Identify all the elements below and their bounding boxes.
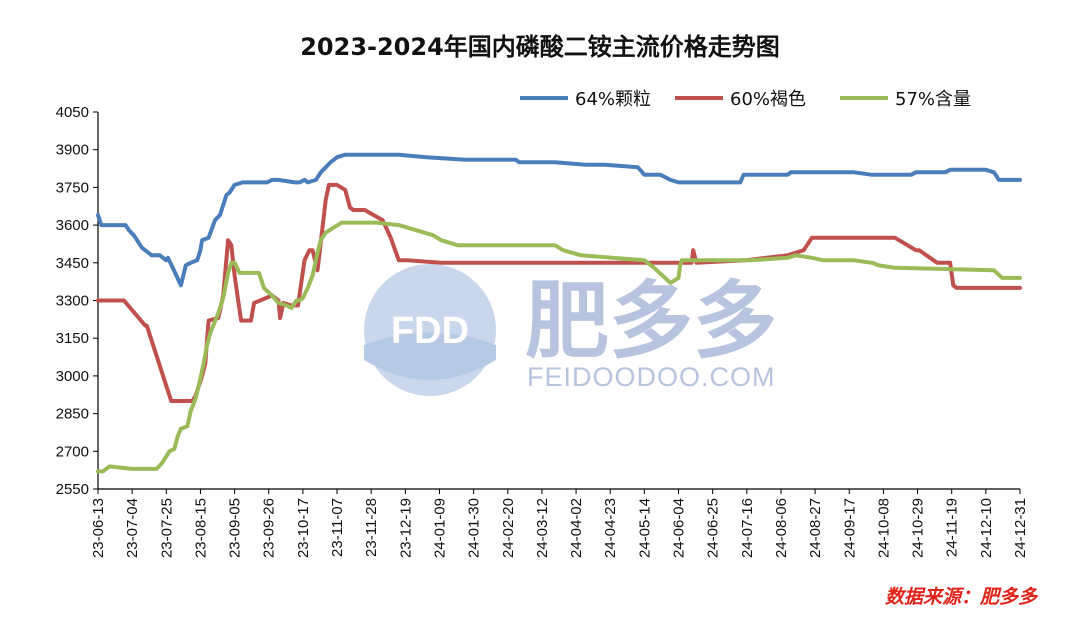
series-line-3 bbox=[96, 220, 1022, 474]
y-tick-label: 3600 bbox=[56, 217, 89, 234]
y-tick-label: 3750 bbox=[56, 179, 89, 196]
x-tick-label: 24-02-20 bbox=[500, 498, 517, 558]
y-tick-label: 3000 bbox=[56, 368, 89, 385]
x-tick-label: 24-08-06 bbox=[773, 498, 790, 558]
watermark-url: FEIDOODOO.COM bbox=[527, 362, 776, 392]
legend: 64%颗粒 60%褐色 57%含量 bbox=[520, 89, 971, 110]
x-tick-label: 23-09-05 bbox=[227, 498, 244, 558]
y-tick-label: 3450 bbox=[56, 255, 89, 272]
x-tick-label: 23-07-25 bbox=[158, 498, 175, 558]
y-tick-label: 2700 bbox=[56, 443, 89, 460]
y-tick-label: 3300 bbox=[56, 293, 89, 310]
x-tick-label: 24-09-17 bbox=[841, 498, 858, 558]
series-layer bbox=[96, 152, 1022, 474]
y-axis: 2550 2700 2850 3000 3150 3300 3450 3600 3750 3900… bbox=[56, 104, 98, 498]
x-tick-label: 24-04-02 bbox=[568, 498, 585, 558]
x-tick-label: 23-09-26 bbox=[261, 498, 278, 558]
y-tick-label: 3150 bbox=[56, 330, 89, 347]
x-tick-label: 23-12-19 bbox=[397, 498, 414, 558]
x-tick-label: 24-06-25 bbox=[705, 498, 722, 558]
x-tick-label: 23-10-17 bbox=[295, 498, 312, 558]
legend-label-3: 57%含量 bbox=[895, 89, 971, 110]
y-tick-label: 4050 bbox=[56, 104, 89, 121]
data-source: 数据来源：肥多多 bbox=[885, 586, 1039, 608]
x-tick-label: 24-12-10 bbox=[978, 498, 995, 558]
x-axis: 23-06-13 23-07-04 23-07-25 23-08-15 23-09-05… bbox=[90, 489, 1029, 558]
watermark-logo-text: FDD bbox=[391, 310, 469, 352]
chart-title: 2023-2024年国内磷酸二铵主流价格走势图 bbox=[300, 33, 780, 61]
x-tick-label: 24-11-19 bbox=[944, 498, 961, 557]
x-tick-label: 24-04-23 bbox=[602, 498, 619, 558]
x-tick-label: 24-12-31 bbox=[1012, 498, 1029, 558]
x-tick-label: 23-08-15 bbox=[192, 498, 209, 558]
x-tick-label: 24-03-12 bbox=[534, 498, 551, 558]
x-tick-label: 24-06-04 bbox=[671, 498, 688, 558]
x-tick-label: 24-01-30 bbox=[466, 498, 483, 558]
x-tick-label: 23-11-28 bbox=[363, 498, 380, 557]
y-tick-label: 2550 bbox=[56, 481, 89, 498]
x-tick-label: 24-10-08 bbox=[875, 498, 892, 558]
watermark-brand: 肥多多 bbox=[525, 272, 777, 370]
legend-label-1: 64%颗粒 bbox=[575, 89, 651, 110]
x-tick-label: 24-08-27 bbox=[807, 498, 824, 558]
y-tick-label: 3900 bbox=[56, 142, 89, 159]
legend-label-2: 60%褐色 bbox=[730, 89, 806, 110]
watermark-logo: FDD bbox=[364, 264, 496, 396]
watermark: FDD 肥多多 FEIDOODOO.COM bbox=[364, 264, 777, 396]
x-tick-label: 23-07-04 bbox=[124, 498, 141, 558]
x-tick-label: 24-10-29 bbox=[910, 498, 927, 558]
x-tick-label: 24-07-16 bbox=[739, 498, 756, 558]
x-tick-label: 23-06-13 bbox=[90, 498, 107, 558]
y-tick-label: 2850 bbox=[56, 406, 89, 423]
x-tick-label: 24-01-09 bbox=[431, 498, 448, 558]
series-line-1 bbox=[96, 152, 1022, 288]
x-tick-label: 24-05-14 bbox=[636, 498, 653, 558]
x-tick-label: 23-11-07 bbox=[329, 498, 346, 557]
